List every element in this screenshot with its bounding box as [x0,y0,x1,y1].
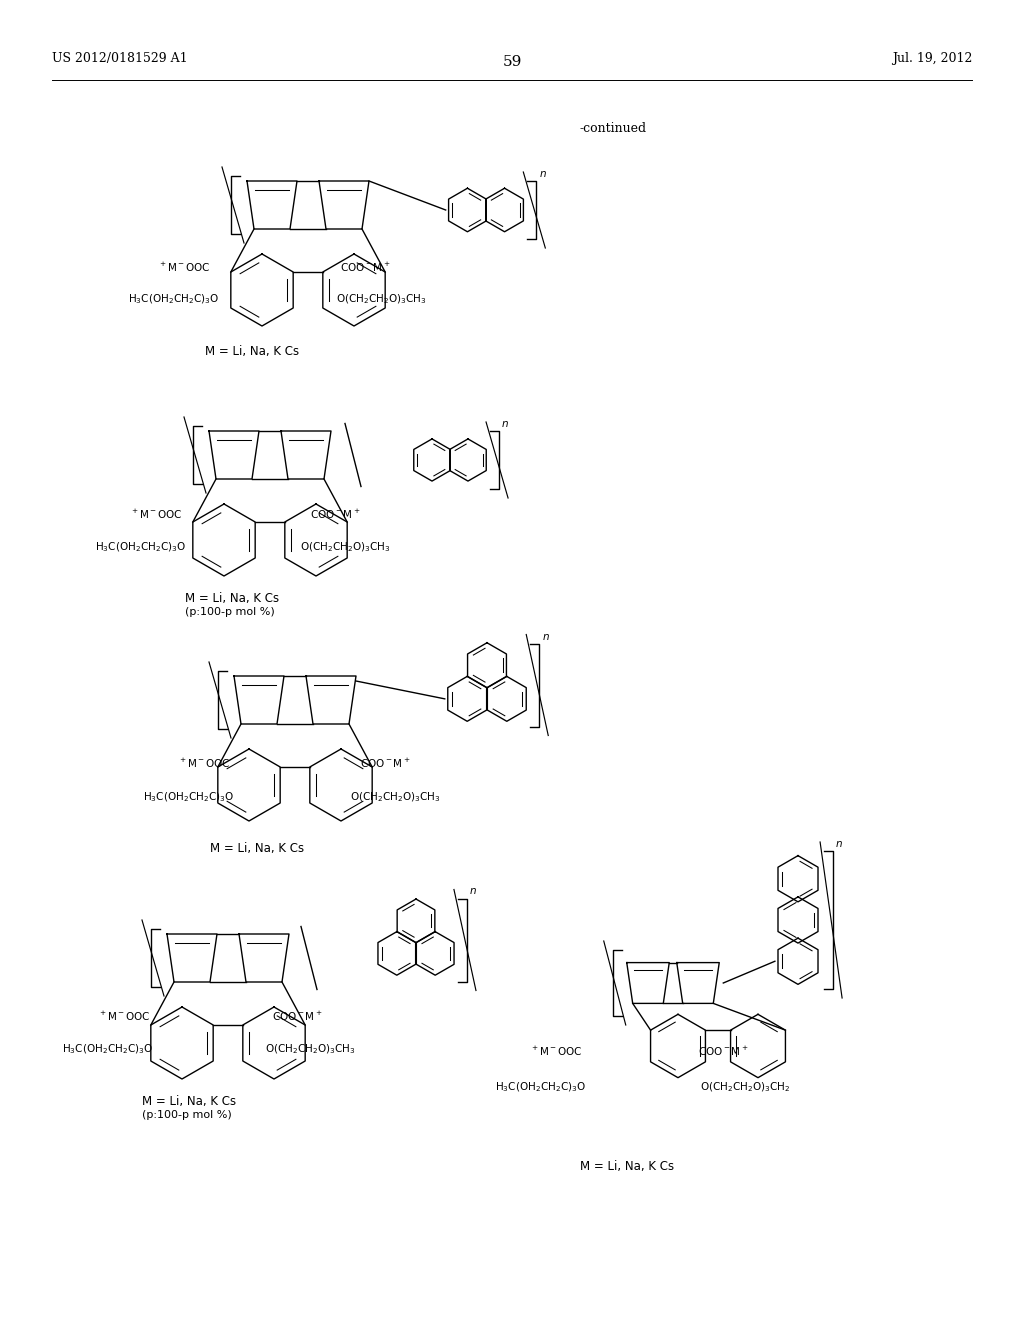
Text: US 2012/0181529 A1: US 2012/0181529 A1 [52,51,187,65]
Text: O(CH$_2$CH$_2$O)$_3$CH$_3$: O(CH$_2$CH$_2$O)$_3$CH$_3$ [336,292,427,306]
Text: M = Li, Na, K Cs: M = Li, Na, K Cs [185,591,280,605]
Text: H$_3$C(OH$_2$CH$_2$C)$_3$O: H$_3$C(OH$_2$CH$_2$C)$_3$O [495,1080,586,1093]
Text: O(CH$_2$CH$_2$O)$_3$CH$_3$: O(CH$_2$CH$_2$O)$_3$CH$_3$ [265,1041,355,1056]
Text: M = Li, Na, K Cs: M = Li, Na, K Cs [580,1160,674,1173]
Text: COO$^-$M$^+$: COO$^-$M$^+$ [272,1010,323,1023]
Text: H$_3$C(OH$_2$CH$_2$C)$_3$O: H$_3$C(OH$_2$CH$_2$C)$_3$O [95,540,186,553]
Text: H$_3$C(OH$_2$CH$_2$C)$_3$O: H$_3$C(OH$_2$CH$_2$C)$_3$O [143,789,234,804]
Text: n: n [502,418,509,429]
Text: $^+$M$^-$OOC: $^+$M$^-$OOC [98,1010,151,1023]
Text: M = Li, Na, K Cs: M = Li, Na, K Cs [205,345,299,358]
Text: M = Li, Na, K Cs: M = Li, Na, K Cs [210,842,304,855]
Text: 59: 59 [503,55,521,69]
Text: (p:100-p mol %): (p:100-p mol %) [142,1110,231,1119]
Text: M = Li, Na, K Cs: M = Li, Na, K Cs [142,1096,237,1107]
Text: COO$^-$M$^+$: COO$^-$M$^+$ [360,756,411,770]
Text: n: n [470,887,476,896]
Text: Jul. 19, 2012: Jul. 19, 2012 [892,51,972,65]
Text: n: n [837,840,843,849]
Text: (p:100-p mol %): (p:100-p mol %) [185,607,274,616]
Text: H$_3$C(OH$_2$CH$_2$C)$_3$O: H$_3$C(OH$_2$CH$_2$C)$_3$O [62,1041,154,1056]
Text: $^+$M$^-$OOC: $^+$M$^-$OOC [130,508,182,521]
Text: -continued: -continued [580,121,647,135]
Text: $^+$M$^-$OOC: $^+$M$^-$OOC [178,756,230,770]
Text: COO$^-$M$^+$: COO$^-$M$^+$ [310,508,360,521]
Text: COO$^-$M$^+$: COO$^-$M$^+$ [698,1045,749,1059]
Text: $^+$M$^-$OOC: $^+$M$^-$OOC [158,261,211,275]
Text: O(CH$_2$CH$_2$O)$_3$CH$_2$: O(CH$_2$CH$_2$O)$_3$CH$_2$ [700,1080,791,1093]
Text: n: n [540,169,546,180]
Text: H$_3$C(OH$_2$CH$_2$C)$_3$O: H$_3$C(OH$_2$CH$_2$C)$_3$O [128,292,219,306]
Text: COO$^-$M$^+$: COO$^-$M$^+$ [340,261,391,275]
Text: O(CH$_2$CH$_2$O)$_3$CH$_3$: O(CH$_2$CH$_2$O)$_3$CH$_3$ [300,540,391,553]
Text: n: n [543,631,549,642]
Text: O(CH$_2$CH$_2$O)$_3$CH$_3$: O(CH$_2$CH$_2$O)$_3$CH$_3$ [350,789,440,804]
Text: $^+$M$^-$OOC: $^+$M$^-$OOC [530,1045,583,1059]
